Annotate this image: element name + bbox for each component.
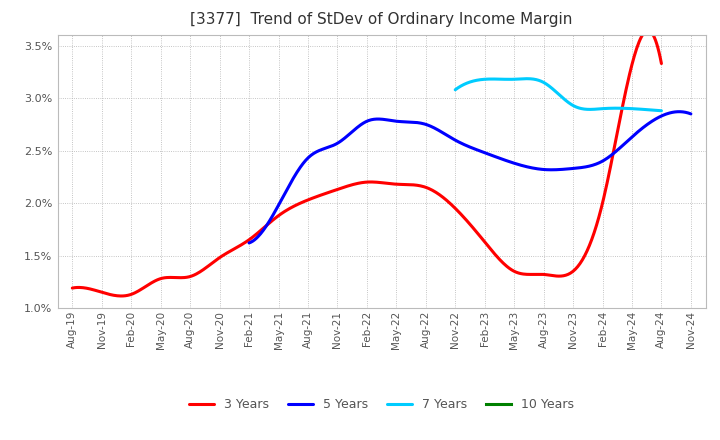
3 Years [68, 286, 76, 291]
Legend: 3 Years, 5 Years, 7 Years, 10 Years: 3 Years, 5 Years, 7 Years, 10 Years [184, 393, 579, 416]
5 Years [245, 240, 253, 246]
5 Years [508, 160, 516, 165]
7 Years [574, 105, 582, 110]
3 Years [388, 181, 397, 187]
Line: 5 Years: 5 Years [249, 112, 691, 243]
3 Years [552, 273, 561, 279]
5 Years [675, 109, 684, 114]
3 Years [349, 182, 358, 187]
7 Years [657, 108, 666, 114]
7 Years [621, 106, 629, 111]
5 Years [484, 151, 492, 157]
7 Years [451, 87, 459, 92]
3 Years [353, 181, 361, 186]
3 Years [645, 28, 654, 33]
3 Years [117, 293, 125, 299]
3 Years [644, 28, 653, 33]
7 Years [652, 108, 661, 113]
5 Years [454, 139, 463, 145]
3 Years [420, 184, 428, 190]
7 Years [563, 99, 572, 104]
7 Years [551, 88, 559, 93]
7 Years [523, 76, 531, 81]
5 Years [457, 141, 466, 146]
7 Years [549, 87, 558, 92]
5 Years [677, 109, 685, 114]
Title: [3377]  Trend of StDev of Ordinary Income Margin: [3377] Trend of StDev of Ordinary Income… [190, 12, 573, 27]
Line: 3 Years: 3 Years [72, 30, 662, 296]
Line: 7 Years: 7 Years [455, 79, 662, 111]
5 Years [607, 153, 616, 158]
3 Years [657, 61, 666, 66]
5 Years [687, 111, 696, 117]
